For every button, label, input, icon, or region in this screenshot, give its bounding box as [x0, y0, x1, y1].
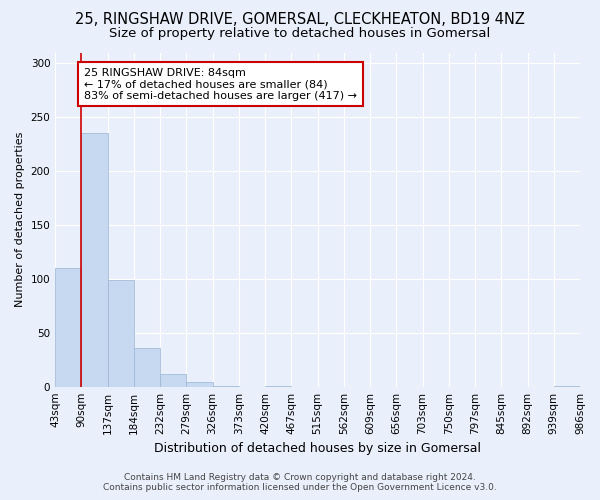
Bar [55, 268, 82, 386]
Y-axis label: Number of detached properties: Number of detached properties [15, 132, 25, 308]
Bar [107, 280, 134, 386]
Bar [82, 134, 107, 386]
Text: Size of property relative to detached houses in Gomersal: Size of property relative to detached ho… [109, 28, 491, 40]
Text: 25, RINGSHAW DRIVE, GOMERSAL, CLECKHEATON, BD19 4NZ: 25, RINGSHAW DRIVE, GOMERSAL, CLECKHEATO… [75, 12, 525, 28]
Bar [160, 374, 187, 386]
Bar [134, 348, 160, 387]
Bar [187, 382, 212, 386]
Text: Contains HM Land Registry data © Crown copyright and database right 2024.
Contai: Contains HM Land Registry data © Crown c… [103, 473, 497, 492]
Text: 25 RINGSHAW DRIVE: 84sqm
← 17% of detached houses are smaller (84)
83% of semi-d: 25 RINGSHAW DRIVE: 84sqm ← 17% of detach… [84, 68, 357, 101]
X-axis label: Distribution of detached houses by size in Gomersal: Distribution of detached houses by size … [154, 442, 481, 455]
